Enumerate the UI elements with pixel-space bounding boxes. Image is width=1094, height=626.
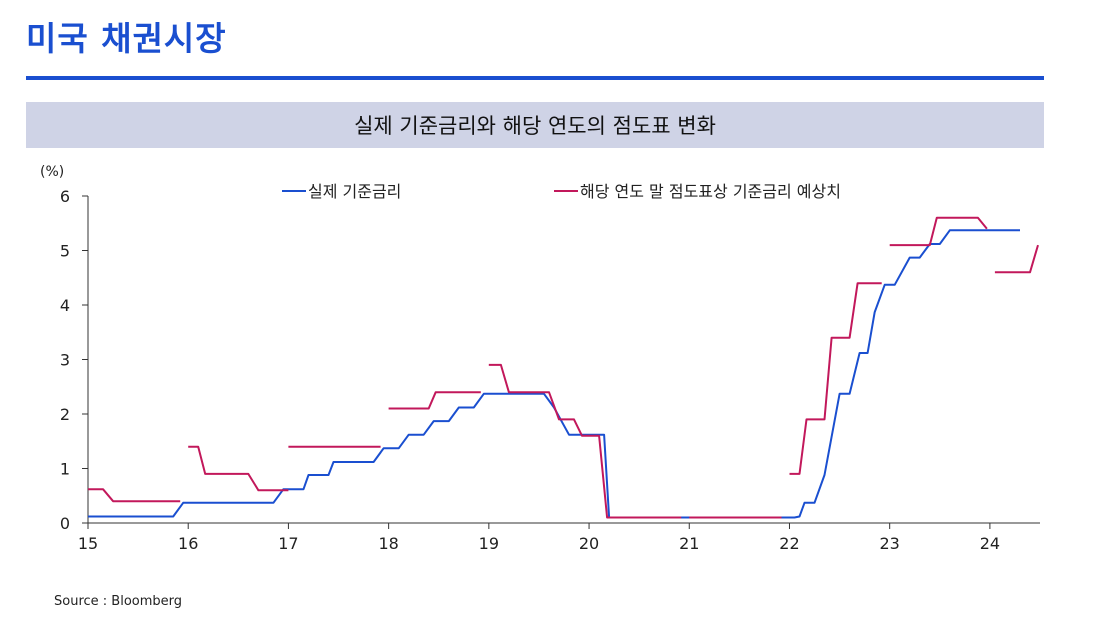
x-tick-label: 17 [278,534,298,553]
y-tick-label: 2 [60,405,70,424]
y-tick-label: 0 [60,514,70,533]
chart-title: 실제 기준금리와 해당 연도의 점도표 변화 [354,114,716,138]
series-dot-plot [88,216,1039,519]
series-line-segment [789,282,882,475]
series-line-segment [88,488,181,503]
x-tick-label: 16 [178,534,198,553]
x-tick-label: 15 [78,534,98,553]
y-tick-label: 4 [60,296,70,315]
y-axis-ticks: 0 1 2 3 4 5 6 [60,187,88,533]
legend-label: 해당 연도 말 점도표상 기준금리 예상치 [580,182,841,201]
chart-series [88,216,1039,519]
series-line-segment [994,244,1039,274]
y-tick-label: 3 [60,351,70,370]
series-line-segment [388,391,481,410]
x-tick-label: 22 [779,534,799,553]
x-axis-ticks: 15 16 17 18 19 20 21 22 23 24 [78,523,1000,553]
series-line-segment [889,216,988,247]
x-tick-label: 18 [378,534,398,553]
y-tick-label: 1 [60,460,70,479]
y-axis-unit-label: (%) [40,164,64,180]
x-tick-label: 21 [679,534,699,553]
legend-label: 실제 기준금리 [308,182,401,201]
x-tick-label: 23 [880,534,900,553]
series-line-segment [188,445,289,492]
chart-legend: 실제 기준금리 해당 연도 말 점도표상 기준금리 예상치 [282,182,841,201]
page-title: 미국 채권시장 [26,19,227,58]
chart-title-banner: 실제 기준금리와 해당 연도의 점도표 변화 [26,102,1044,148]
y-tick-label: 6 [60,187,70,206]
x-tick-label: 24 [980,534,1000,553]
series-actual-rate [88,229,1020,519]
series-line-segment [88,229,1020,519]
series-line-segment [488,363,682,519]
title-divider [26,76,1044,80]
source-note: Source : Bloomberg [54,594,183,609]
x-tick-label: 19 [479,534,499,553]
x-tick-label: 20 [579,534,599,553]
y-tick-label: 5 [60,242,70,261]
